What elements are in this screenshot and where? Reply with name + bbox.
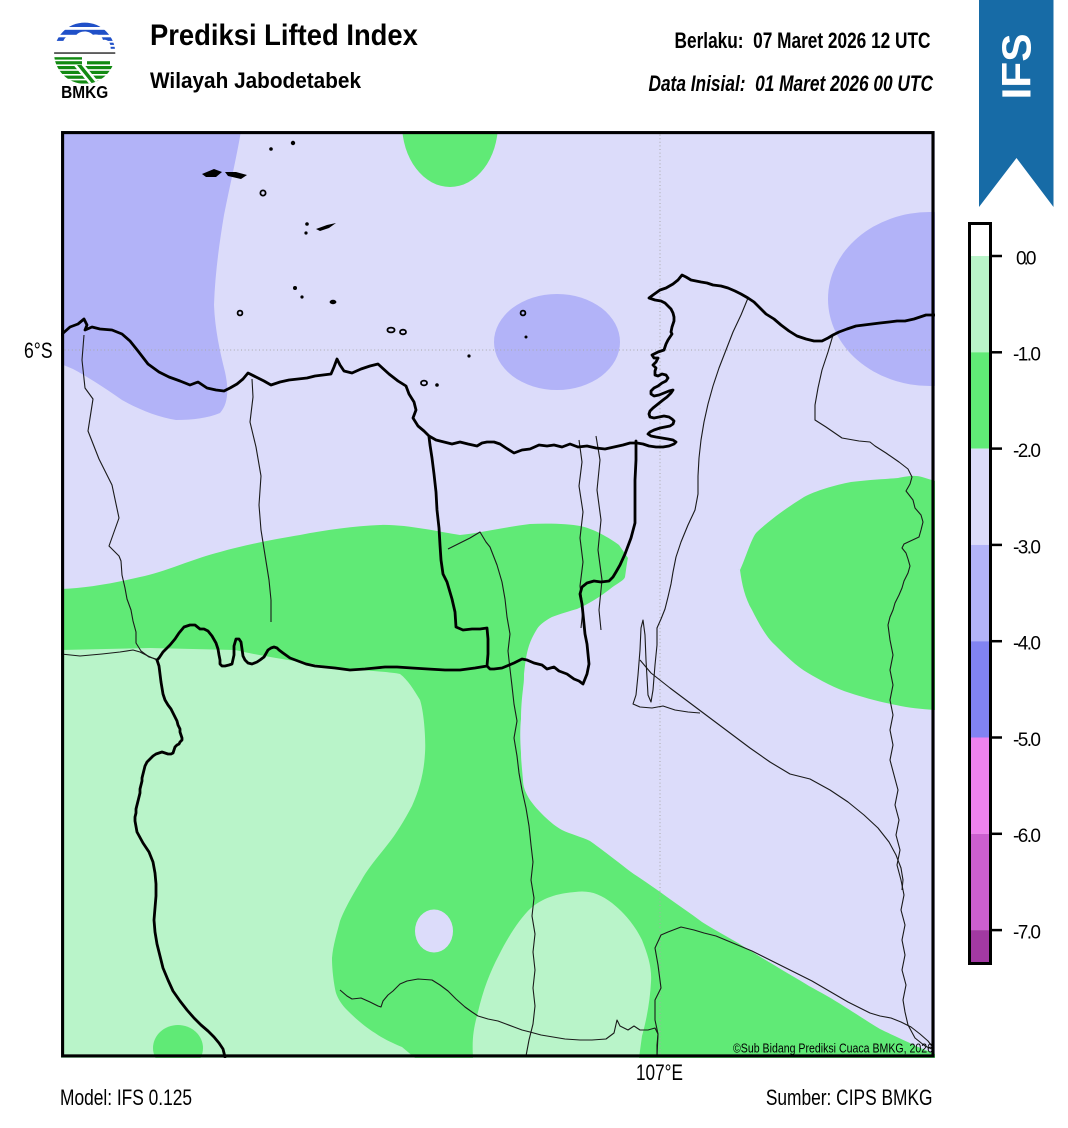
svg-text:-2.0: -2.0 [1013, 441, 1041, 462]
svg-text:IFS: IFS [994, 34, 1040, 100]
svg-text:-6.0: -6.0 [1013, 826, 1041, 847]
svg-text:-1.0: -1.0 [1013, 345, 1041, 366]
svg-text:-3.0: -3.0 [1013, 537, 1041, 558]
svg-text:0.0: 0.0 [1016, 248, 1037, 269]
svg-text:-5.0: -5.0 [1013, 730, 1041, 751]
svg-text:-4.0: -4.0 [1013, 634, 1041, 655]
svg-text:©Sub Bidang Prediksi Cuaca BMK: ©Sub Bidang Prediksi Cuaca BMKG, 2026 [733, 1041, 933, 1056]
svg-text:-7.0: -7.0 [1013, 923, 1041, 944]
